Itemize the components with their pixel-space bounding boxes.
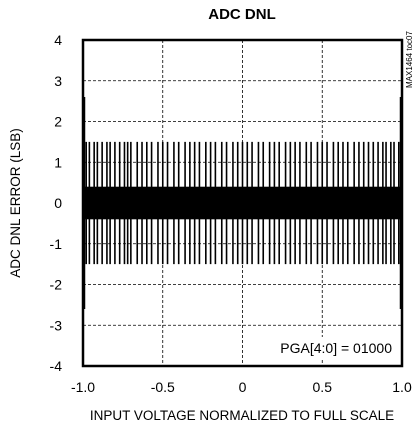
x-tick-label: -1.0	[71, 379, 95, 395]
y-tick-label: -3	[50, 317, 63, 333]
y-tick-label: 4	[54, 32, 62, 48]
pga-annotation: PGA[4:0] = 01000	[280, 340, 392, 356]
y-tick-label: -2	[50, 277, 63, 293]
annotation-background	[268, 337, 398, 359]
plot-frame	[81, 38, 404, 368]
side-label: MAX1464 toc07	[405, 31, 414, 88]
x-tick-label: 1.0	[392, 379, 412, 395]
y-tick-label: 0	[54, 195, 62, 211]
chart-title: ADC DNL	[208, 6, 276, 23]
y-tick-label: -4	[50, 358, 63, 374]
x-tick-label: 0.5	[313, 379, 333, 395]
x-axis-label: INPUT VOLTAGE NORMALIZED TO FULL SCALE	[90, 408, 394, 423]
y-tick-label: 3	[54, 73, 62, 89]
y-tick-label: 1	[54, 154, 62, 170]
y-axis-ticks: 4 3 2 1 0 -1 -2 -3 -4	[50, 32, 63, 374]
x-axis-ticks: -1.0 -0.5 0 0.5 1.0	[71, 379, 412, 395]
y-tick-label: -1	[50, 236, 63, 252]
y-tick-label: 2	[54, 114, 62, 130]
y-axis-label: ADC DNL ERROR (LSB)	[8, 128, 23, 278]
x-tick-label: 0	[239, 379, 247, 395]
x-tick-label: -0.5	[151, 379, 175, 395]
